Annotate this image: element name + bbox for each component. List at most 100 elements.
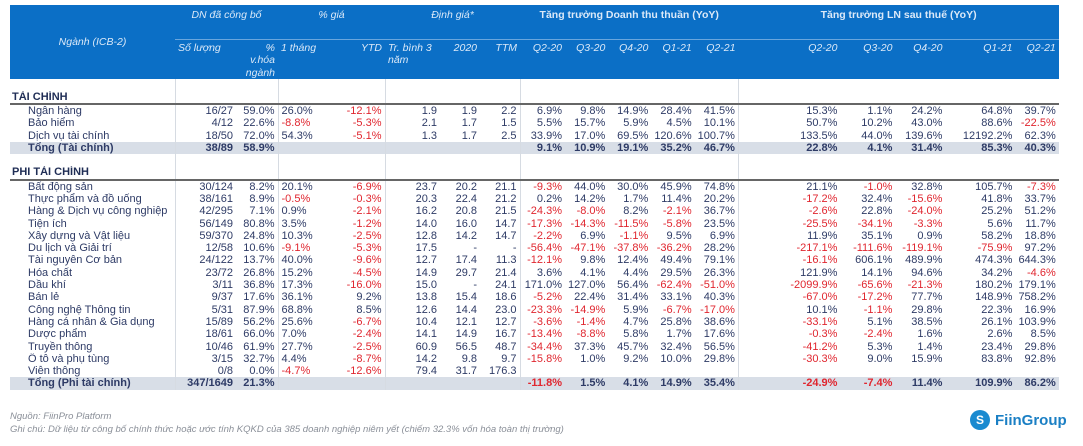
cell-14: -1.0% xyxy=(863,180,893,193)
cell-4: -1.2% xyxy=(352,217,382,230)
sector-name: Dầu khí xyxy=(28,279,66,292)
section-cell xyxy=(519,90,565,106)
section-header-row: PHI TÀI CHÍNH xyxy=(10,166,1059,181)
section-cell xyxy=(384,166,440,181)
spacer-cell xyxy=(608,79,651,91)
cell-2: 66.0% xyxy=(243,328,275,341)
cell-3: 15.2% xyxy=(277,266,330,280)
cell-11: -5.8% xyxy=(662,217,692,230)
spacer-cell xyxy=(440,154,480,166)
cell-6 xyxy=(440,142,480,155)
cell-11: 4.5% xyxy=(666,117,692,130)
cell-5: 1.9 xyxy=(384,104,440,118)
cell-12: 10.1% xyxy=(703,117,735,130)
cell-15: -15.6% xyxy=(907,192,943,205)
cell-7: 12.7 xyxy=(495,315,517,328)
cell-7: 23.0 xyxy=(495,303,517,316)
cell-10: 4.7% xyxy=(623,315,649,328)
cell-9: -8.0% xyxy=(576,205,606,218)
section-cell xyxy=(694,166,739,181)
cell-9: 1.5% xyxy=(565,377,609,390)
cell-14: 1.1% xyxy=(867,105,893,118)
cell-12: 100.7% xyxy=(697,129,735,142)
cell-6: - xyxy=(473,279,477,292)
cell-15: 0.9% xyxy=(917,229,943,242)
cell-8: -56.4% xyxy=(519,242,565,255)
cell-3: 40.0% xyxy=(277,254,330,267)
cell-10: 69.5% xyxy=(617,129,649,142)
cell-1: 12/58 xyxy=(174,242,236,255)
cell-5: 20.3 xyxy=(384,192,440,206)
cell-17: 62.3% xyxy=(1024,129,1056,142)
spacer-cell xyxy=(384,154,440,167)
spacer-cell xyxy=(174,78,236,91)
cell-9: 4.1% xyxy=(580,266,606,279)
cell-6: 31.7 xyxy=(455,365,477,378)
cell-12: 23.5% xyxy=(703,217,735,230)
cell-11: 25.8% xyxy=(660,315,692,328)
subheader-10: Q1-21 xyxy=(651,38,695,79)
cell-6 xyxy=(440,377,480,390)
cell-14: -34.1% xyxy=(857,217,893,230)
section-cell xyxy=(277,166,330,181)
cell-3: 20.1% xyxy=(277,179,330,193)
sector-name: Truyền thông xyxy=(28,340,93,353)
cell-3: -0.5% xyxy=(277,192,330,206)
cell-4: -5.3% xyxy=(352,242,382,255)
cell-11: 28.4% xyxy=(660,105,692,118)
cell-17: 29.8% xyxy=(1024,340,1056,353)
cell-13: 10.1% xyxy=(737,303,841,316)
cell-16: -75.9% xyxy=(977,242,1013,255)
cell-3: 36.1% xyxy=(277,291,330,304)
cell-12: 46.7% xyxy=(694,142,739,155)
cell-17: 103.9% xyxy=(1018,315,1056,328)
section-header-row: TÀI CHÍNH xyxy=(10,90,1059,106)
sector-name: Bảo hiểm xyxy=(28,117,75,130)
cell-5: 14.2 xyxy=(384,352,440,366)
spacer-cell xyxy=(519,154,565,167)
cell-4: -12.1% xyxy=(346,105,382,118)
cell-1: 5/31 xyxy=(174,303,236,316)
cell-14: 22.8% xyxy=(861,205,893,218)
section-cell xyxy=(1015,90,1059,106)
spacer-cell xyxy=(10,79,175,91)
spacer-cell xyxy=(737,154,841,167)
cell-16: 180.2% xyxy=(975,279,1013,292)
total-row: Tổng (Phi tài chính) 347/1649 21.3% -11.8% 1… xyxy=(10,377,1059,390)
table-row: Ô tô và phụ tùng 3/15 32.7% 4.4% -8.7% 14.2 9.… xyxy=(10,352,1059,366)
cell-17 xyxy=(1015,365,1058,377)
cell-2: 10.6% xyxy=(243,242,275,255)
cell-15: 43.0% xyxy=(911,117,943,130)
subheader-7: Q2-20 xyxy=(520,38,565,79)
cell-13: -24.9% xyxy=(737,377,841,390)
cell-6: 17.4 xyxy=(455,254,477,267)
cell-10: 1.7% xyxy=(623,192,649,205)
cell-4: -6.9% xyxy=(352,180,382,193)
cell-8: 9.1% xyxy=(519,142,565,155)
cell-1: 59/370 xyxy=(174,229,236,243)
cell-10 xyxy=(608,365,651,377)
sector-name: Tổng (Tài chính) xyxy=(10,142,175,155)
cell-2: 0.0% xyxy=(249,365,275,378)
spacer-cell xyxy=(236,79,278,91)
table-row: Bất động sản 30/124 8.2% 20.1% -6.9% 23.7 20.2… xyxy=(10,179,1059,193)
cell-5: 13.8 xyxy=(384,291,440,304)
cell-9: 6.9% xyxy=(580,229,606,242)
cell-2: 36.8% xyxy=(243,279,275,292)
cell-8: -5.2% xyxy=(519,291,565,304)
cell-15: 24.2% xyxy=(911,105,943,118)
cell-13: 22.8% xyxy=(737,142,841,155)
spacer-cell xyxy=(384,78,440,91)
cell-3: 54.3% xyxy=(277,129,330,143)
cell-10: 12.4% xyxy=(617,254,649,267)
cell-7: 21.1 xyxy=(495,180,517,193)
section-cell xyxy=(236,166,278,181)
section-cell xyxy=(330,90,385,106)
cell-16: 64.8% xyxy=(981,105,1013,118)
cell-3 xyxy=(277,377,330,390)
cell-5: 12.6 xyxy=(384,303,440,316)
spacer-cell xyxy=(236,154,278,166)
table-row: Viễn thông 0/8 0.0% -4.7% -12.6% 79.4 31.7 176.… xyxy=(10,365,1059,378)
sector-name: Viễn thông xyxy=(28,365,81,378)
total-row: Tổng (Tài chính) 38/89 58.9% 9.1% 10.9% 19.1%… xyxy=(10,142,1059,155)
